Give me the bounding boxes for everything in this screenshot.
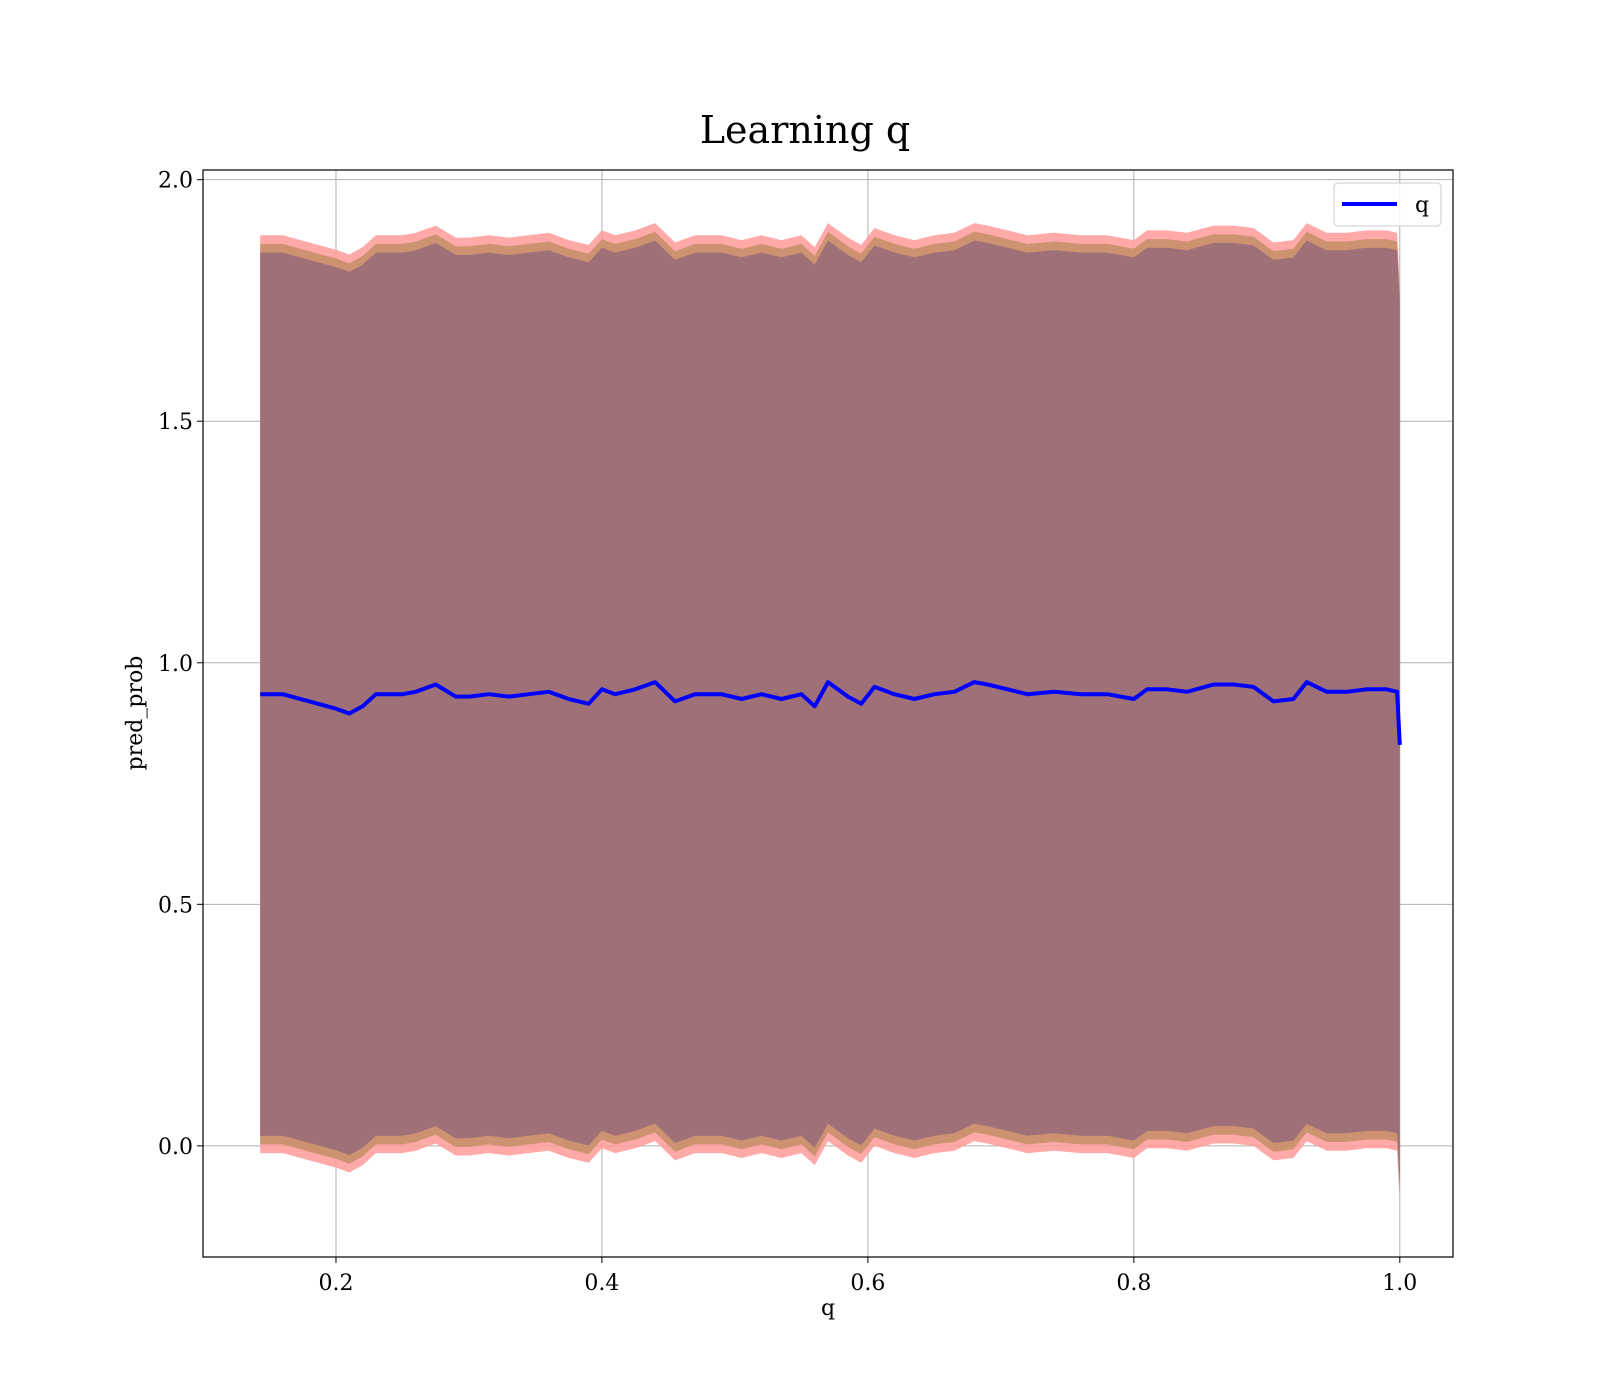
x-tick-label-0: 0.2 (318, 1271, 353, 1296)
core-band (260, 240, 1400, 1187)
x-tick-label-1: 0.4 (584, 1271, 619, 1296)
y-axis-label: pred_prob (123, 656, 148, 771)
x-tick-label-4: 1.0 (1382, 1271, 1417, 1296)
plot-frame (202, 169, 1454, 1258)
x-tick-label-3: 0.8 (1116, 1271, 1151, 1296)
y-tick-label-0: 0.0 (158, 1135, 193, 1160)
x-axis-label: q (821, 1296, 835, 1321)
legend: q (1333, 182, 1442, 227)
series-line-q (260, 680, 1402, 746)
chart-title: Learning q (700, 108, 910, 152)
y-tick-label-2: 1.0 (158, 652, 193, 677)
band-layer (260, 223, 1400, 1204)
y-tick-label-1: 0.5 (158, 893, 193, 918)
line-layer (260, 680, 1402, 746)
x-tick-label-2: 0.6 (850, 1271, 885, 1296)
tick-layer: 0.2 0.4 0.6 0.8 1.0 0.0 0.5 1.0 1.5 2.0 (158, 169, 1417, 1296)
y-tick-label-3: 1.5 (158, 410, 193, 435)
legend-label-q: q (1415, 193, 1429, 218)
y-tick-label-4: 2.0 (158, 169, 193, 194)
